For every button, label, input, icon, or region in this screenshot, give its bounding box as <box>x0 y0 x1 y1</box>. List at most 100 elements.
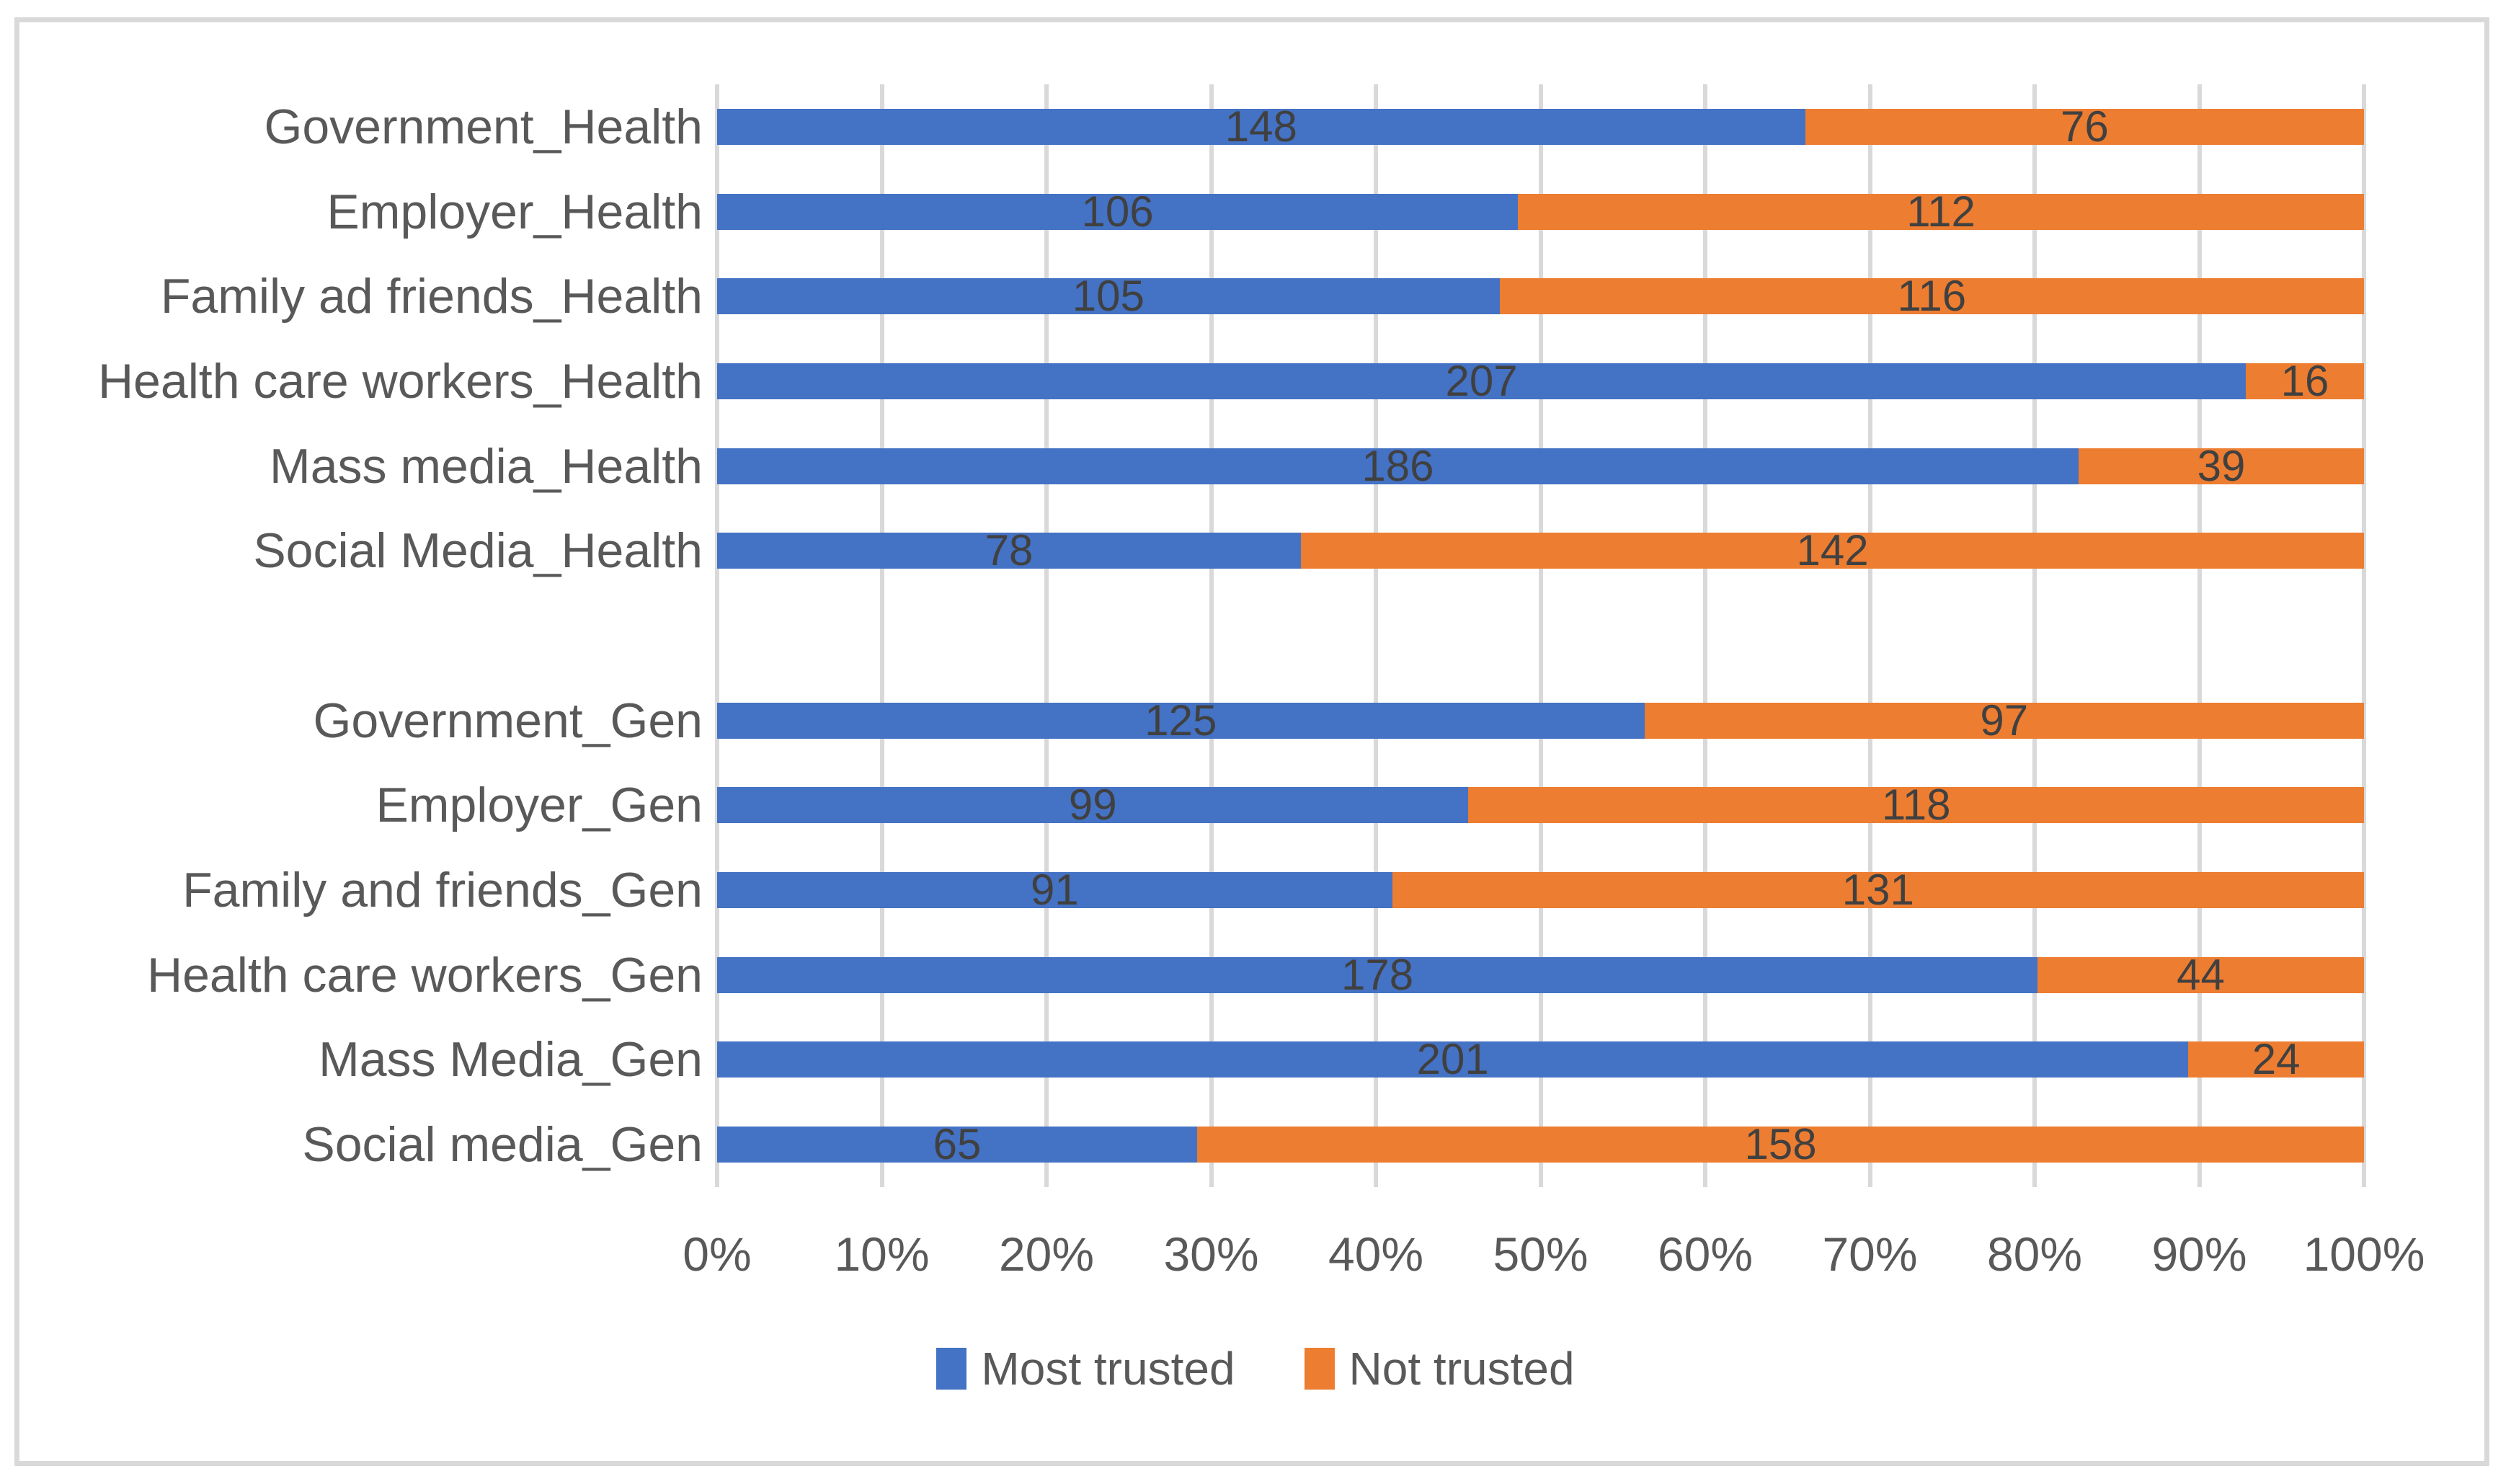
bar-segment-most-trusted: 201 <box>717 1035 2189 1084</box>
bar-segment-not-trusted: 24 <box>2188 1035 2364 1084</box>
x-tick-label: 60% <box>1657 1227 1754 1281</box>
category-label: Government_Gen <box>313 693 703 748</box>
bar-segment-most-trusted: 99 <box>717 783 1469 827</box>
bar-segment-not-trusted: 158 <box>1197 1123 2364 1166</box>
legend-label-not-trusted: Not trusted <box>1348 1343 1575 1395</box>
category-label: Social Media_Health <box>253 523 703 579</box>
legend-swatch-most-trusted-icon <box>936 1348 967 1390</box>
category-label: Government_Health <box>264 99 703 154</box>
legend: Most trusted Not trusted <box>0 1342 2511 1395</box>
bar-segment-most-trusted: 148 <box>717 105 1805 148</box>
gridline <box>879 84 884 1187</box>
bar-value-label: 158 <box>1744 1120 1817 1169</box>
bar-value-label: 105 <box>1072 272 1145 321</box>
bar-value-label: 24 <box>2252 1035 2301 1084</box>
bar-row: 65 158 <box>717 1123 2364 1166</box>
bar-value-label: 76 <box>2060 102 2109 151</box>
x-tick-label: 20% <box>998 1227 1095 1281</box>
x-tick-label: 30% <box>1163 1227 1259 1281</box>
legend-item-most-trusted: Most trusted <box>936 1342 1235 1395</box>
bar-segment-most-trusted: 65 <box>717 1123 1198 1166</box>
gridline <box>2362 84 2366 1187</box>
bar-row: 106 112 <box>717 190 2364 233</box>
bar-segment-not-trusted: 39 <box>2078 444 2364 487</box>
gridline <box>2197 84 2202 1187</box>
bar-value-label: 125 <box>1145 696 1217 745</box>
bar-segment-most-trusted: 78 <box>717 529 1302 572</box>
bar-value-label: 44 <box>2177 950 2225 999</box>
bar-value-label: 148 <box>1225 102 1297 151</box>
gridline <box>1703 84 1707 1187</box>
legend-item-not-trusted: Not trusted <box>1304 1342 1575 1395</box>
bar-value-label: 39 <box>2197 441 2246 490</box>
bar-row: 99 118 <box>717 783 2364 827</box>
category-label: Employer_Gen <box>375 778 703 833</box>
bar-segment-most-trusted: 186 <box>717 444 2079 487</box>
bar-row: 91 131 <box>717 868 2364 912</box>
bar-value-label: 97 <box>1980 696 2029 745</box>
plot-area: 148 76 106 112 105 116 207 16 186 39 78 142 125 97 99 1… <box>715 84 2366 1187</box>
bar-value-label: 142 <box>1796 526 1869 575</box>
bar-row: 178 44 <box>717 953 2364 996</box>
category-label: Family ad friends_Health <box>160 269 703 324</box>
bar-value-label: 99 <box>1068 781 1117 830</box>
x-tick-label: 70% <box>1822 1227 1918 1281</box>
gridline <box>1538 84 1543 1187</box>
category-label: Family and friends_Gen <box>182 863 703 918</box>
bar-value-label: 91 <box>1030 866 1079 915</box>
bar-row: 105 116 <box>717 275 2364 318</box>
gridline <box>715 84 719 1187</box>
bar-segment-not-trusted: 142 <box>1301 529 2364 572</box>
bar-value-label: 65 <box>933 1120 982 1169</box>
bar-row: 186 39 <box>717 444 2364 487</box>
bar-segment-not-trusted: 112 <box>1518 190 2364 233</box>
bar-segment-not-trusted: 16 <box>2246 359 2364 402</box>
x-tick-label: 50% <box>1493 1227 1588 1281</box>
x-tick-label: 0% <box>683 1227 752 1281</box>
bar-value-label: 201 <box>1416 1035 1489 1084</box>
bar-value-label: 112 <box>1906 187 1976 236</box>
bar-value-label: 131 <box>1841 866 1914 915</box>
bar-segment-not-trusted: 131 <box>1392 868 2364 912</box>
x-tick-label: 10% <box>834 1227 930 1281</box>
gridline <box>1209 84 1214 1187</box>
bar-segment-most-trusted: 178 <box>717 953 2038 996</box>
gridline <box>1044 84 1049 1187</box>
bar-segment-not-trusted: 44 <box>2037 953 2364 996</box>
gridline <box>2032 84 2037 1187</box>
bar-segment-not-trusted: 76 <box>1805 105 2364 148</box>
category-label: Mass media_Health <box>270 438 703 494</box>
legend-label-most-trusted: Most trusted <box>981 1343 1235 1395</box>
bar-row: 148 76 <box>717 105 2364 148</box>
bar-value-label: 118 <box>1881 781 1951 830</box>
bar-segment-not-trusted: 97 <box>1644 698 2364 742</box>
bar-value-label: 186 <box>1361 441 1434 490</box>
x-tick-label: 40% <box>1328 1227 1424 1281</box>
bar-value-label: 16 <box>2280 356 2329 405</box>
gridline <box>1374 84 1378 1187</box>
bar-segment-most-trusted: 91 <box>717 868 1392 912</box>
x-tick-label: 90% <box>2151 1227 2247 1281</box>
bar-segment-most-trusted: 106 <box>717 190 1519 233</box>
bar-value-label: 106 <box>1081 187 1154 236</box>
gridline <box>1867 84 1872 1187</box>
bar-segment-most-trusted: 105 <box>717 275 1500 318</box>
legend-swatch-not-trusted-icon <box>1304 1348 1335 1390</box>
bar-value-label: 116 <box>1897 272 1967 321</box>
bar-segment-most-trusted: 125 <box>717 698 1645 742</box>
bar-segment-not-trusted: 116 <box>1499 275 2364 318</box>
bar-segment-most-trusted: 207 <box>717 359 2246 402</box>
category-label: Employer_Health <box>326 184 703 239</box>
bar-row: 78 142 <box>717 529 2364 572</box>
category-label: Mass Media_Gen <box>319 1032 703 1088</box>
bar-row: 125 97 <box>717 698 2364 742</box>
bar-row: 207 16 <box>717 359 2364 402</box>
x-tick-label: 100% <box>2303 1227 2425 1281</box>
x-tick-label: 80% <box>1986 1227 2083 1281</box>
bar-value-label: 78 <box>985 526 1034 575</box>
bar-value-label: 207 <box>1445 356 1518 405</box>
category-label: Social media_Gen <box>302 1117 703 1173</box>
bar-row: 201 24 <box>717 1035 2364 1084</box>
bar-value-label: 178 <box>1341 950 1414 999</box>
